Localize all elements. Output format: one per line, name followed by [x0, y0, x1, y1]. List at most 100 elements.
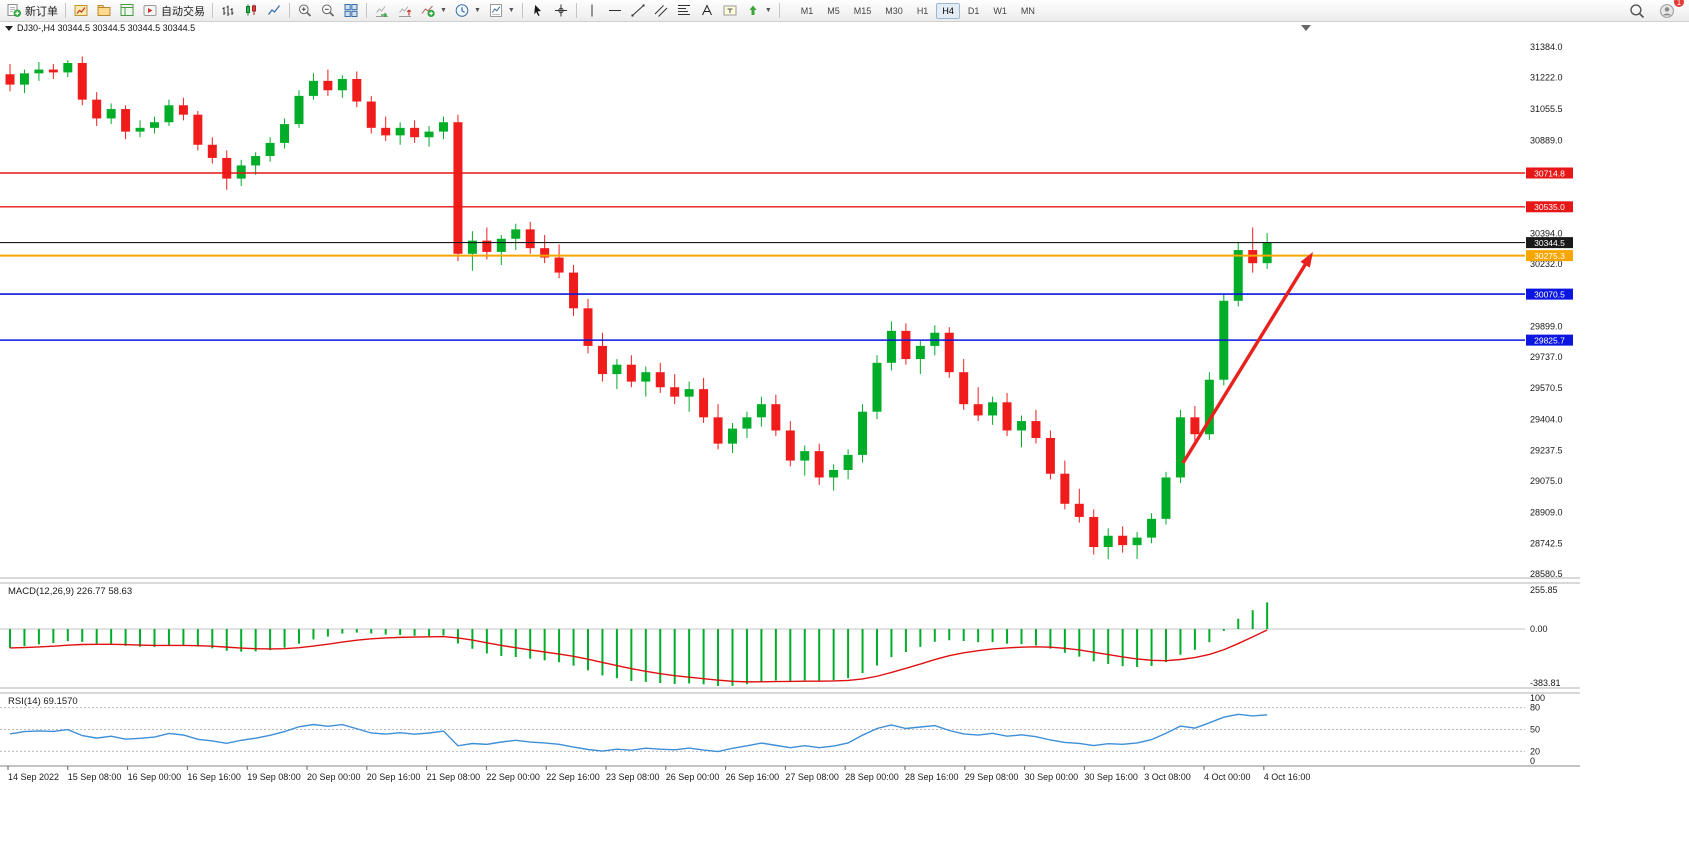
candle [34, 69, 44, 74]
toolbar-separator [289, 3, 290, 18]
new-chart-icon [74, 5, 88, 16]
arrow-line [1181, 258, 1310, 464]
new-chart-button[interactable] [70, 1, 92, 20]
timeframe-button-mn[interactable]: MN [1020, 5, 1035, 16]
time-axis-label: 26 Sep 16:00 [726, 772, 780, 782]
rsi-axis-label: 80 [1530, 703, 1540, 713]
timeframe-button-w1[interactable]: W1 [993, 5, 1007, 16]
trendline-button[interactable] [627, 1, 649, 20]
toolbar-separator [366, 3, 367, 18]
templates-icon [489, 4, 502, 17]
timeframe-button-m15[interactable]: M15 [853, 5, 872, 16]
panel-separators[interactable] [0, 577, 1580, 767]
periods-button[interactable]: ▼ [451, 1, 484, 20]
shapes-button[interactable]: ▼ [742, 1, 775, 20]
time-axis-label: 16 Sep 16:00 [187, 772, 241, 782]
candle [280, 124, 290, 143]
rsi-axis-label: 0 [1530, 756, 1535, 766]
community-button[interactable]: 1 [1656, 0, 1685, 20]
search-button[interactable] [1626, 1, 1648, 20]
new-order-label: 新订单 [25, 5, 58, 18]
price-axis[interactable]: 31384.0 31222.0 31055.5 30889.0 30394.0 30232… [1530, 42, 1563, 579]
chart-shift-marker-icon[interactable] [1301, 25, 1311, 31]
bar-chart-icon [222, 5, 234, 16]
candle [684, 389, 694, 397]
candle [901, 330, 911, 360]
notification-badge: 1 [1673, 0, 1685, 8]
horizontal-line-button[interactable] [604, 1, 626, 20]
vertical-line-button[interactable] [581, 1, 603, 20]
trend-arrow[interactable] [1181, 252, 1313, 464]
candle [496, 238, 506, 252]
rsi-axis-label: 20 [1530, 746, 1540, 756]
chart-canvas[interactable]: 31384.0 31222.0 31055.5 30889.0 30394.0 30232… [0, 34, 1689, 851]
indicators-icon [421, 5, 435, 17]
text-label-button[interactable] [719, 1, 741, 20]
autotrading-button[interactable]: 自动交易 [139, 1, 208, 20]
price-badge-label: 30070.5 [1534, 289, 1565, 299]
candle [222, 157, 232, 179]
toolbar-separator [778, 3, 780, 18]
time-axis-label: 19 Sep 08:00 [247, 772, 301, 782]
zoom-in-button[interactable] [294, 1, 316, 20]
arrow-head [1300, 252, 1313, 268]
tile-windows-button[interactable] [340, 1, 362, 20]
candle [1190, 417, 1200, 435]
candle [1204, 379, 1214, 435]
profiles-button[interactable] [93, 1, 115, 20]
candle [308, 80, 318, 96]
candle [915, 345, 925, 360]
price-badge [1526, 288, 1573, 300]
indicators-button[interactable]: ▼ [417, 1, 450, 20]
chart-area[interactable]: 31384.0 31222.0 31055.5 30889.0 30394.0 30232… [0, 34, 1689, 851]
timeframe-button-h4[interactable]: H4 [936, 2, 960, 19]
text-button[interactable] [696, 1, 718, 20]
price-badge [1526, 167, 1573, 179]
cursor-icon [533, 3, 542, 17]
candle [1147, 518, 1157, 538]
trendline-icon [631, 4, 645, 17]
candle [1045, 438, 1055, 474]
new-order-icon [7, 4, 21, 17]
price-axis-label: 31222.0 [1530, 73, 1563, 83]
timeframe-button-d1[interactable]: D1 [967, 5, 980, 16]
price-lines[interactable]: 30714.8 30535.0 30344.5 30275.3 30070.5 29825… [0, 167, 1573, 346]
chart-shift-button[interactable] [394, 1, 416, 20]
data-window-button[interactable] [116, 1, 138, 20]
candle [771, 404, 781, 431]
timeframe-button-h1[interactable]: H1 [916, 5, 929, 16]
line-chart-button[interactable] [263, 1, 285, 20]
autoscroll-button[interactable] [371, 1, 393, 20]
time-axis-label: 30 Sep 16:00 [1084, 772, 1138, 782]
timeframe-button-m30[interactable]: M30 [885, 5, 903, 16]
price-axis-label: 28580.5 [1530, 569, 1563, 579]
channel-button[interactable] [650, 1, 672, 20]
fibonacci-button[interactable] [673, 1, 695, 20]
candle [858, 411, 868, 455]
macd-label: MACD(12,26,9) 226.77 58.63 [8, 586, 132, 597]
cursor-button[interactable] [527, 1, 549, 20]
fibonacci-icon [677, 5, 690, 15]
timeframe-button-m1[interactable]: M1 [800, 5, 814, 16]
toolbar-separator [212, 3, 213, 18]
crosshair-button[interactable] [550, 1, 572, 20]
time-axis[interactable]: 14 Sep 2022 15 Sep 08:00 16 Sep 00:00 16 Se… [7, 766, 1310, 782]
candle [959, 372, 969, 405]
chevron-down-icon: ▼ [507, 7, 515, 14]
time-axis-label: 28 Sep 00:00 [845, 772, 899, 782]
bar-chart-button[interactable] [217, 1, 239, 20]
candle [395, 127, 405, 136]
timeframe-button-m5[interactable]: M5 [827, 5, 840, 16]
autoscroll-icon [376, 6, 388, 18]
candle [1132, 537, 1142, 546]
new-order-button[interactable]: 新订单 [3, 1, 61, 20]
templates-button[interactable]: ▼ [485, 1, 518, 20]
candlestick-chart-button[interactable] [240, 1, 262, 20]
candle [785, 430, 795, 461]
time-axis-label: 26 Sep 00:00 [666, 772, 720, 782]
one-click-trading-toggle-icon[interactable] [5, 25, 13, 31]
candle [713, 417, 723, 444]
candle [77, 63, 87, 100]
zoom-out-button[interactable] [317, 1, 339, 20]
